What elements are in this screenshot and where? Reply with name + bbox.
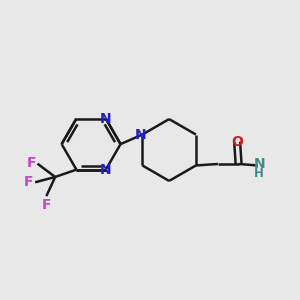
Text: N: N [100, 163, 112, 177]
Text: O: O [231, 135, 243, 149]
Text: N: N [254, 157, 265, 171]
Text: F: F [23, 175, 33, 189]
Text: N: N [100, 112, 112, 126]
Text: F: F [42, 198, 52, 212]
Text: H: H [254, 167, 264, 180]
Text: N: N [135, 128, 147, 142]
Text: F: F [26, 156, 36, 170]
